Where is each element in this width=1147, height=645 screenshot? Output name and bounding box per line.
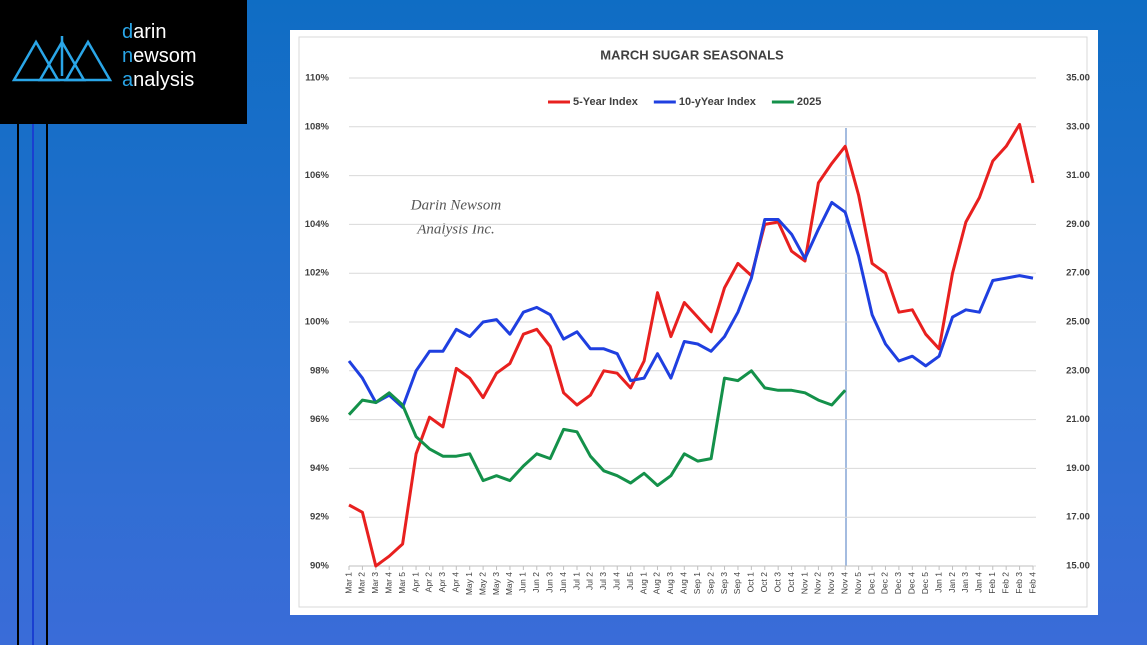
x-tick-label: Jun 4 [558, 572, 568, 593]
x-tick-label: Jan 1 [933, 572, 943, 593]
x-tick-label: Feb 1 [987, 572, 997, 594]
chart-title: MARCH SUGAR SEASONALS [600, 47, 784, 62]
logo: darin newsom analysis [0, 0, 247, 124]
watermark: Analysis Inc. [416, 221, 494, 237]
logo-text: darin newsom analysis [122, 20, 196, 92]
y2-tick-label: 33.00 [1066, 121, 1090, 132]
y-tick-label: 96% [310, 414, 330, 425]
y-tick-label: 98% [310, 365, 330, 376]
legend-label: 2025 [797, 96, 821, 108]
decor-line [32, 124, 34, 645]
y-tick-label: 92% [310, 512, 330, 523]
legend: 5-Year Index 10-yYear Index 2025 [548, 96, 821, 108]
x-tick-label: Nov 4 [839, 572, 849, 594]
legend-label: 5-Year Index [573, 96, 639, 108]
x-tick-label: Dec 5 [920, 572, 930, 594]
y2-tick-label: 23.00 [1066, 365, 1090, 376]
x-tick-label: Apr 2 [424, 572, 434, 593]
y-tick-label: 104% [305, 219, 330, 230]
x-tick-label: Oct 2 [759, 572, 769, 593]
x-tick-label: Sep 1 [692, 572, 702, 594]
series-line [347, 200, 1034, 409]
y2-tick-label: 17.00 [1066, 512, 1090, 523]
y-tick-label: 90% [310, 561, 330, 572]
y-tick-label: 108% [305, 121, 330, 132]
y-tick-label: 106% [305, 170, 330, 181]
x-tick-label: Nov 1 [799, 572, 809, 594]
series-line [348, 122, 1035, 568]
y-tick-label: 102% [305, 268, 330, 279]
x-tick-label: Mar 3 [370, 572, 380, 594]
x-tick-label: Apr 4 [451, 572, 461, 593]
x-tick-label: Jun 2 [531, 572, 541, 593]
y2-tick-label: 29.00 [1066, 219, 1090, 230]
x-tick-label: Jan 4 [974, 572, 984, 593]
x-tick-label: Nov 5 [853, 572, 863, 594]
x-tick-label: May 1 [464, 572, 474, 595]
x-tick-label: May 3 [491, 572, 501, 595]
decor-line [17, 124, 19, 645]
x-tick-label: Feb 2 [1000, 572, 1010, 594]
decor-line [46, 124, 48, 645]
x-tick-label: Mar 5 [397, 572, 407, 594]
x-tick-label: Dec 4 [907, 572, 917, 594]
x-tick-label: Feb 3 [1014, 572, 1024, 594]
y2-tick-label: 25.00 [1066, 317, 1090, 328]
x-tick-label: Mar 2 [357, 572, 367, 594]
x-tick-label: Aug 1 [638, 572, 648, 594]
x-tick-label: Dec 3 [893, 572, 903, 594]
x-tick-label: Jun 3 [544, 572, 554, 593]
x-tick-label: Nov 2 [813, 572, 823, 594]
x-tick-label: Jun 1 [518, 572, 528, 593]
y-tick-label: 110% [305, 73, 329, 84]
y2-tick-label: 21.00 [1066, 414, 1090, 425]
y2-tick-label: 31.00 [1066, 170, 1090, 181]
y2-tick-label: 35.00 [1066, 73, 1090, 84]
x-tick-label: Jul 2 [585, 572, 595, 590]
chart-panel: MARCH SUGAR SEASONALS Darin Newsom Analy… [290, 30, 1098, 615]
x-tick-label: Aug 4 [679, 572, 689, 594]
x-tick-label: Jan 2 [947, 572, 957, 593]
y2-tick-label: 27.00 [1066, 268, 1090, 279]
logo-word: analysis [122, 69, 195, 91]
legend-label: 10-yYear Index [679, 96, 757, 108]
x-tick-label: Sep 4 [732, 572, 742, 594]
y2-tick-label: 15.00 [1066, 561, 1090, 572]
chart: MARCH SUGAR SEASONALS Darin Newsom Analy… [298, 36, 1090, 608]
x-tick-label: Apr 1 [410, 572, 420, 593]
watermark: Darin Newsom [410, 197, 502, 213]
x-tick-label: Mar 1 [343, 572, 353, 594]
x-tick-label: Dec 2 [880, 572, 890, 594]
x-tick-label: Jul 1 [571, 572, 581, 590]
x-tick-label: Jul 3 [598, 572, 608, 590]
x-tick-label: Dec 1 [866, 572, 876, 594]
x-tick-label: Apr 3 [437, 572, 447, 593]
x-tick-label: Sep 2 [705, 572, 715, 594]
x-tick-label: Oct 3 [772, 572, 782, 593]
x-tick-label: Jul 4 [611, 572, 621, 590]
logo-mark [11, 36, 113, 82]
series-line [347, 369, 847, 487]
plot-frame [298, 36, 1088, 608]
logo-word: newsom [122, 45, 197, 67]
y-tick-label: 94% [310, 463, 330, 474]
x-tick-label: Aug 3 [665, 572, 675, 594]
y-tick-label: 100% [305, 317, 330, 328]
logo-word: darin [122, 21, 167, 43]
x-tick-label: Oct 4 [786, 572, 796, 593]
x-tick-label: Oct 1 [746, 572, 756, 593]
x-tick-label: May 4 [504, 572, 514, 595]
x-tick-label: Jul 5 [625, 572, 635, 590]
x-tick-label: Jan 3 [960, 572, 970, 593]
x-tick-label: Aug 2 [652, 572, 662, 594]
x-tick-label: Nov 3 [826, 572, 836, 594]
x-tick-label: May 2 [477, 572, 487, 595]
x-tick-label: Feb 4 [1027, 572, 1037, 594]
x-tick-label: Mar 4 [383, 572, 393, 594]
y2-tick-label: 19.00 [1066, 463, 1090, 474]
x-tick-label: Sep 3 [719, 572, 729, 594]
